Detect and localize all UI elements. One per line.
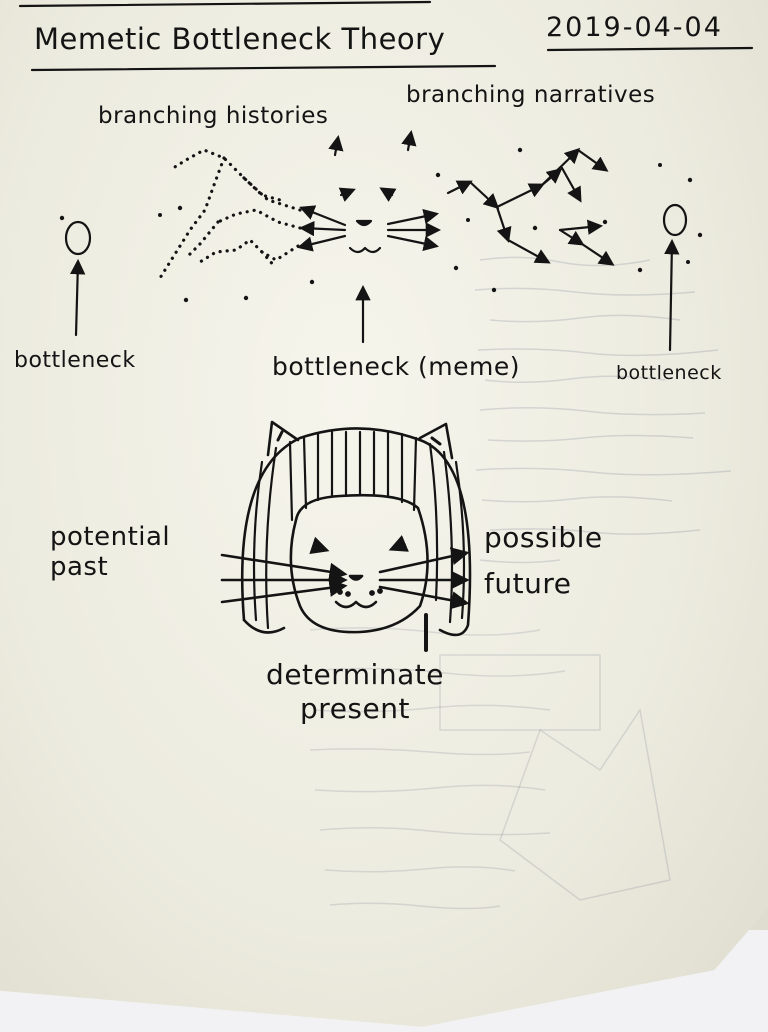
left-ear — [266, 420, 300, 457]
large-cat-illustration — [220, 420, 472, 652]
history-label-arrow — [328, 134, 344, 157]
cat-right-eye — [388, 535, 409, 552]
bottleneck-right-circle — [662, 203, 688, 237]
branching-narratives-label: branching narratives — [406, 82, 656, 108]
cat-mouth — [334, 600, 378, 609]
cat-left-eye — [309, 536, 330, 555]
potential-past-label: potential past — [50, 522, 171, 582]
bottleneck-right-arrow — [664, 238, 680, 352]
bottleneck-left-label: bottleneck — [14, 348, 136, 373]
page-date: 2019-04-04 — [546, 12, 723, 43]
bleed-through-strokes-lower — [309, 627, 671, 910]
bottleneck-meme-label: bottleneck (meme) — [272, 352, 520, 381]
bottleneck-left-arrow — [69, 258, 86, 337]
branching-narratives-tree — [446, 147, 615, 266]
scatter-dots — [59, 147, 703, 303]
hair-strands — [252, 430, 466, 652]
future-whisker-arrows — [378, 547, 470, 610]
bleed-through-texture-lower — [20, 600, 760, 930]
date-underline — [546, 46, 754, 52]
page-title: Memetic Bottleneck Theory — [34, 22, 446, 56]
branching-histories-label: branching histories — [98, 103, 329, 129]
right-ear — [418, 422, 454, 460]
bottleneck-left-circle — [64, 220, 92, 256]
determinate-present-label: determinate present — [266, 658, 444, 725]
branching-histories-tree — [158, 148, 302, 280]
top-border-line — [18, 0, 432, 8]
possible-future-label: possible future — [484, 521, 603, 600]
bleed-through-texture — [470, 240, 760, 620]
cat-face-outline — [289, 493, 429, 634]
small-cat-face — [297, 187, 442, 254]
past-whisker-arrows — [220, 553, 348, 604]
bottleneck-right-label: bottleneck — [616, 362, 722, 384]
hair-outline — [240, 427, 472, 637]
cat-nose — [348, 574, 364, 581]
bleed-through-strokes — [474, 256, 732, 564]
title-underline — [30, 64, 497, 72]
narrative-label-arrow — [401, 129, 417, 152]
